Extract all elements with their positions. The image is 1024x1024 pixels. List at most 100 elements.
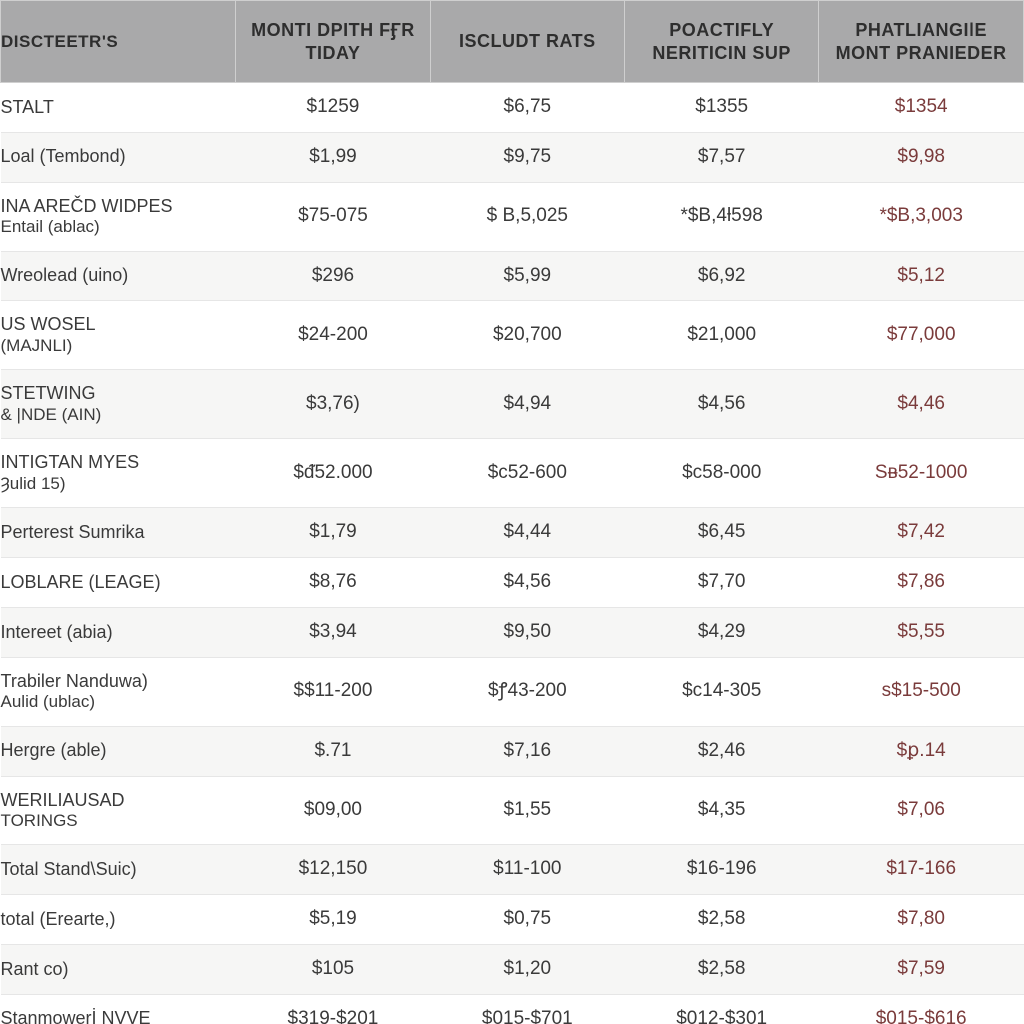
table-row: WERILIAUSADTORINGS$09,00$1,55$4,35$7,06 — [1, 776, 1024, 845]
row-label-line1: INA AREČD WIDPES — [1, 196, 228, 218]
table-row: Perterest Sumrika$1,79$4,44$6,45$7,42 — [1, 508, 1024, 558]
row-label: Wreolead (uino) — [1, 251, 236, 301]
table-row: Hergre (able)$.71$7,16$2,46$ꝑ.14 — [1, 726, 1024, 776]
row-label: Rant co) — [1, 945, 236, 995]
cell: $3,94 — [236, 607, 430, 657]
row-label-line1: STALT — [1, 97, 228, 119]
table-header: DISCTEETR'S MONTI DPITH FӺR TIDAY ISCLUD… — [1, 1, 1024, 83]
cell: $1,20 — [430, 945, 624, 995]
cell: $7,86 — [819, 558, 1024, 608]
row-label-line1: total (Erearte,) — [1, 909, 228, 931]
cell: $12,150 — [236, 845, 430, 895]
cell: *$B,4ƚ598 — [625, 182, 819, 251]
row-label: Hergre (able) — [1, 726, 236, 776]
cell: $77,000 — [819, 301, 1024, 370]
cell: $ᴄ14-305 — [625, 657, 819, 726]
cell: $ꝑ.14 — [819, 726, 1024, 776]
cell: $6,92 — [625, 251, 819, 301]
row-label-line2: Ȝulid 15) — [1, 474, 228, 494]
row-label: WERILIAUSADTORINGS — [1, 776, 236, 845]
row-label-line1: STETWING — [1, 383, 228, 405]
row-label-line2: TORINGS — [1, 811, 228, 831]
table-row: STALT$1259$6,75$1355$1354 — [1, 83, 1024, 133]
table-row: Loal (Tembond)$1,99$9,75$7,57$9,98 — [1, 132, 1024, 182]
cell: $ᴄ58-000 — [625, 439, 819, 508]
cell: $5,12 — [819, 251, 1024, 301]
row-label: Intereet (abia) — [1, 607, 236, 657]
row-label: Perterest Sumrika — [1, 508, 236, 558]
row-label-line1: US WOSEL — [1, 314, 228, 336]
table-body: STALT$1259$6,75$1355$1354 Loal (Tembond) $… — [1, 83, 1024, 1024]
cell: $7,70 — [625, 558, 819, 608]
table-row: Wreolead (uino)$296$5,99$6,92$5,12 — [1, 251, 1024, 301]
cell: $0,75 — [430, 895, 624, 945]
cell: $296 — [236, 251, 430, 301]
cell: $ B,5,025 — [430, 182, 624, 251]
cell: $1,55 — [430, 776, 624, 845]
row-label-line1: WERILIAUSAD — [1, 790, 228, 812]
row-label-line1: Loal (Tembond) — [1, 146, 228, 168]
row-label-line1: Total Stand\Suic) — [1, 859, 228, 881]
cell: $1354 — [819, 83, 1024, 133]
row-label-line1: Wreolead (uino) — [1, 265, 228, 287]
col-header-2: ISCLUDT RATS — [430, 1, 624, 83]
table-row: Rant co)$105$1,20$2,58$7,59 — [1, 945, 1024, 995]
cell: $8,76 — [236, 558, 430, 608]
row-label-line2: Entail (ablac) — [1, 217, 228, 237]
row-label-line1: Rant co) — [1, 959, 228, 981]
col-header-4: PHATLIANGIǀE MONT PRANIEDER — [819, 1, 1024, 83]
cell: $ᴄ52-600 — [430, 439, 624, 508]
row-label: STETWING& |NDE (AIN) — [1, 370, 236, 439]
row-label-line1: Trabiler Nanduwa) — [1, 671, 228, 693]
cell: $24-200 — [236, 301, 430, 370]
cell: $4,44 — [430, 508, 624, 558]
cell: $105 — [236, 945, 430, 995]
row-label-line2: & |NDE (AIN) — [1, 405, 228, 425]
cell: $7,80 — [819, 895, 1024, 945]
cell: $7,16 — [430, 726, 624, 776]
cell: $4,46 — [819, 370, 1024, 439]
table-row: STETWING& |NDE (AIN)$3,76)$4,94$4,56$4,4… — [1, 370, 1024, 439]
cell: Sᴃ52-1000 — [819, 439, 1024, 508]
cell: $ꝭ43-200 — [430, 657, 624, 726]
row-label-line1: Perterest Sumrika — [1, 522, 228, 544]
row-label: Stanmowerİ NVVE — [1, 994, 236, 1024]
cell: $ᵭ52.000 — [236, 439, 430, 508]
cell: $17-166 — [819, 845, 1024, 895]
cell: $5,55 — [819, 607, 1024, 657]
cell: $5,19 — [236, 895, 430, 945]
row-label-line1: Stanmowerİ NVVE — [1, 1008, 228, 1024]
row-label-line1: Intereet (abia) — [1, 622, 228, 644]
cell: $75-075 — [236, 182, 430, 251]
table-row: INA AREČD WIDPESEntail (ablac)$75-075$ B… — [1, 182, 1024, 251]
cell: $012-$301 — [625, 994, 819, 1024]
cell: $09,00 — [236, 776, 430, 845]
row-label: Trabiler Nanduwa)Aulid (ublac) — [1, 657, 236, 726]
table-row: INTIGTAN MYESȜulid 15) $ᵭ52.000$ᴄ52-600$ᴄ… — [1, 439, 1024, 508]
cell: $319-$201 — [236, 994, 430, 1024]
cell: $$11-200 — [236, 657, 430, 726]
cell: $1355 — [625, 83, 819, 133]
row-label: total (Erearte,) — [1, 895, 236, 945]
cell: $7,57 — [625, 132, 819, 182]
cell: $1,99 — [236, 132, 430, 182]
cell: $4,29 — [625, 607, 819, 657]
cell: $015-$616 — [819, 994, 1024, 1024]
cell: $.71 — [236, 726, 430, 776]
cell: s$15-500 — [819, 657, 1024, 726]
table-row: Trabiler Nanduwa)Aulid (ublac)$$11-200$ꝭ… — [1, 657, 1024, 726]
table-row: Intereet (abia)$3,94$9,50$4,29$5,55 — [1, 607, 1024, 657]
cell: $6,45 — [625, 508, 819, 558]
row-label: INA AREČD WIDPESEntail (ablac) — [1, 182, 236, 251]
table-row: Stanmowerİ NVVE$319-$201$015-$701$012-$3… — [1, 994, 1024, 1024]
row-label: LOBLARE (LEAGE) — [1, 558, 236, 608]
cell: $11-100 — [430, 845, 624, 895]
row-label-line2: (MAJNLI) — [1, 336, 228, 356]
cell: $2,58 — [625, 945, 819, 995]
cell: $4,56 — [430, 558, 624, 608]
row-label-line1: INTIGTAN MYES — [1, 452, 228, 474]
pricing-table: DISCTEETR'S MONTI DPITH FӺR TIDAY ISCLUD… — [0, 0, 1024, 1024]
col-header-3: POACTIFLY NERITICIN SUP — [625, 1, 819, 83]
cell: $4,56 — [625, 370, 819, 439]
cell: $7,06 — [819, 776, 1024, 845]
